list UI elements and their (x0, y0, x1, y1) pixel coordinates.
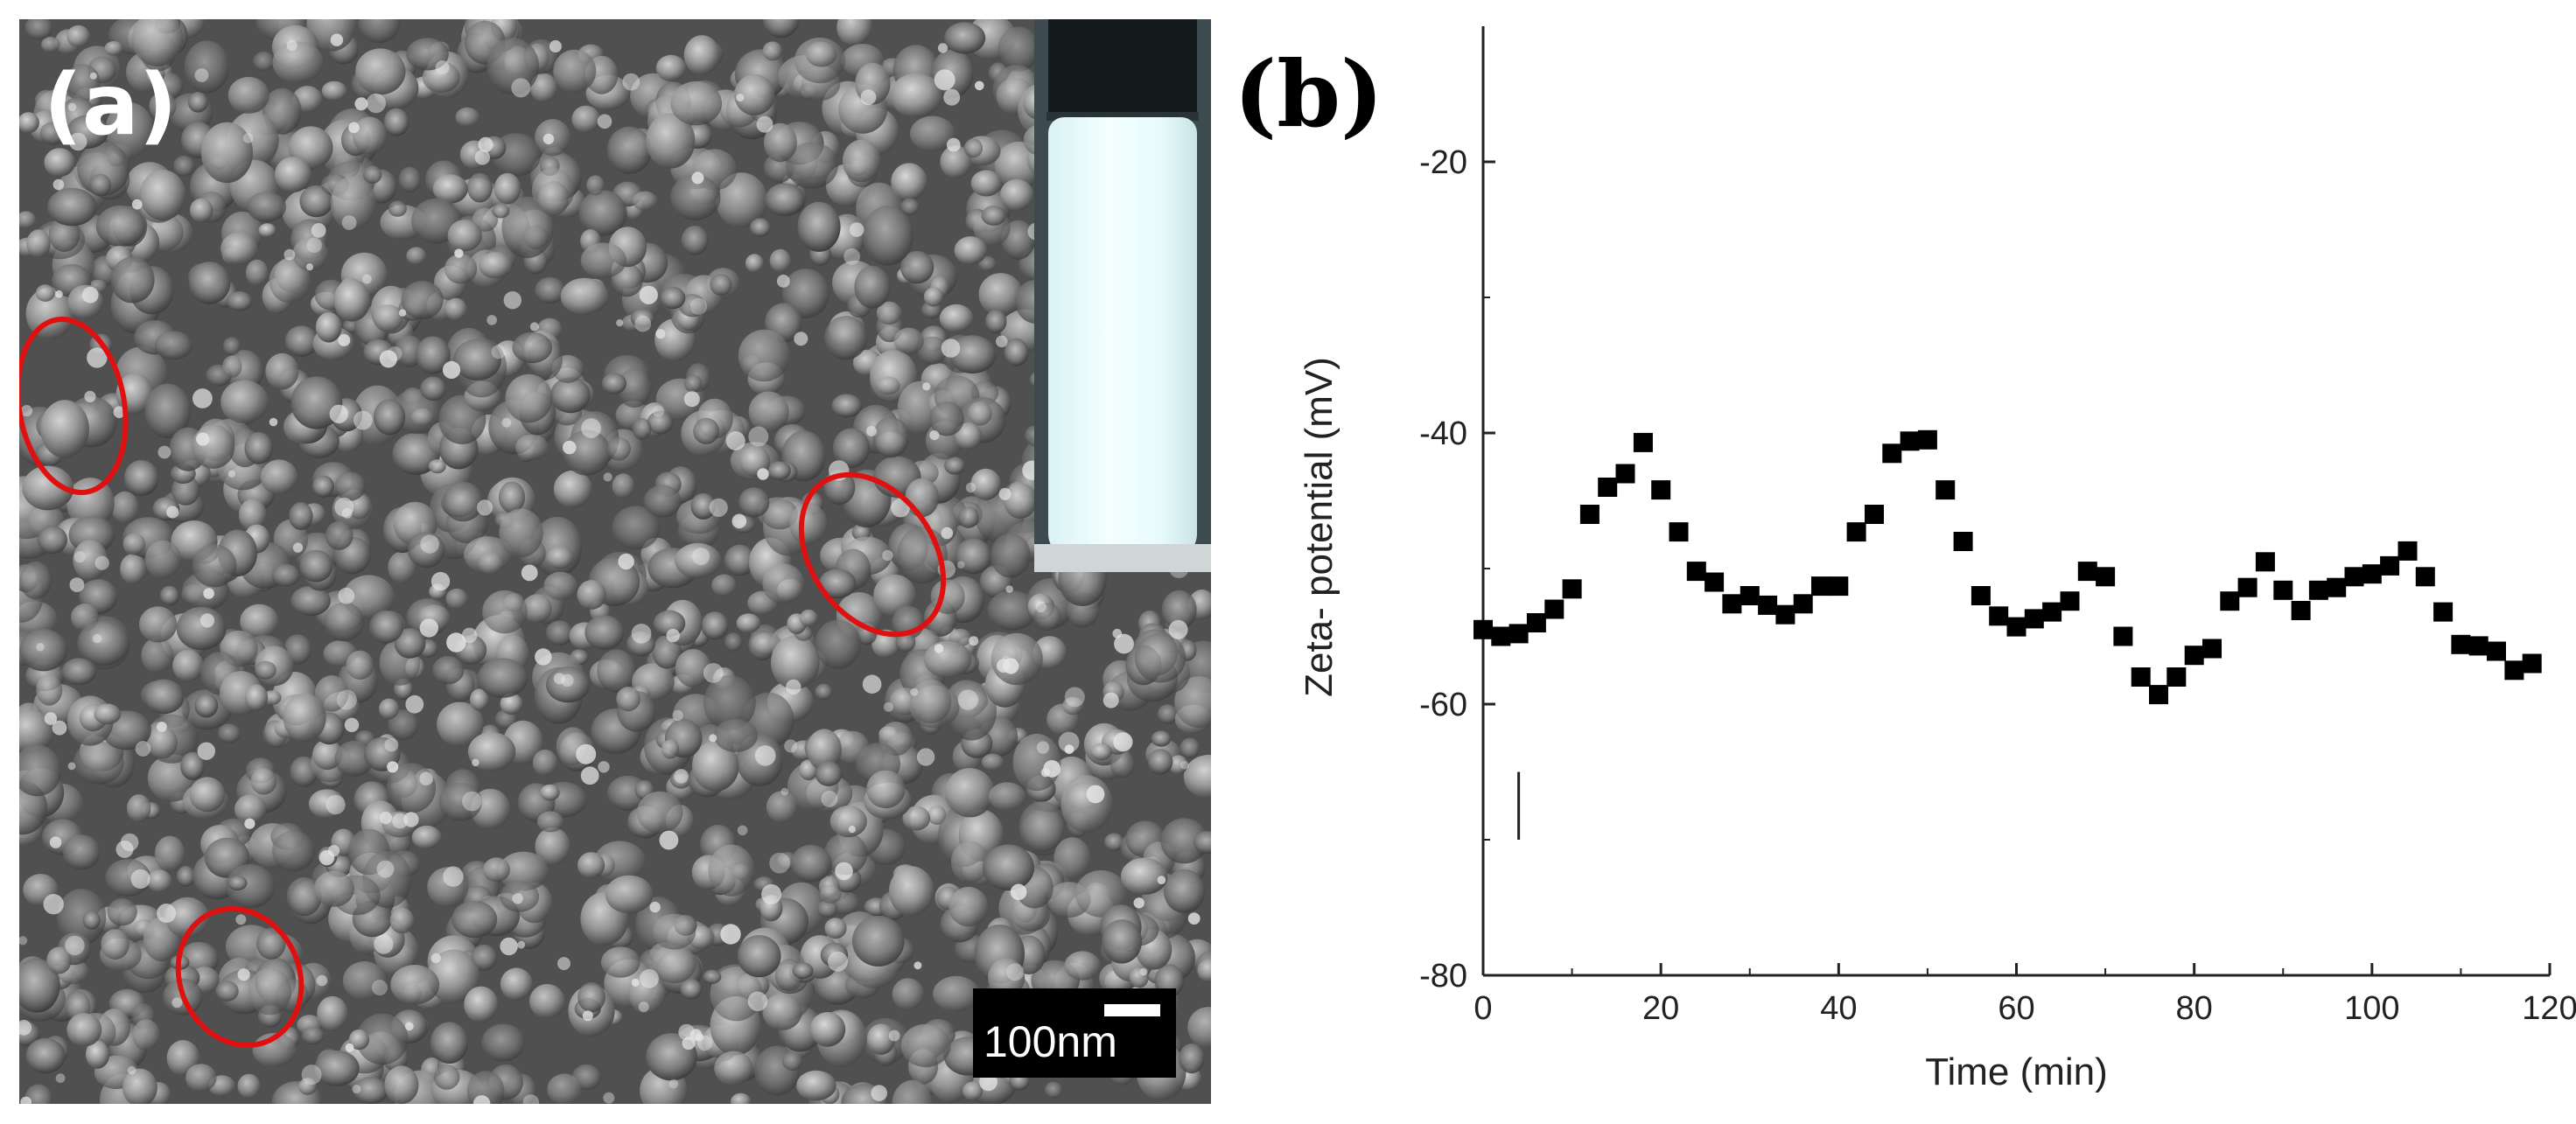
data-point (2468, 636, 2488, 656)
vial-photo-inset (1034, 19, 1211, 572)
data-point (2308, 580, 2328, 600)
highlight-ellipse-3 (175, 906, 304, 1048)
data-point (2255, 552, 2275, 572)
data-point (1704, 572, 1725, 592)
data-point (2362, 564, 2382, 584)
data-point (1740, 586, 1760, 605)
panel-b-label: (b) (1234, 40, 1384, 148)
data-point (1491, 626, 1511, 646)
data-point (1936, 480, 1956, 500)
highlight-ellipse-1 (19, 316, 129, 496)
x-tick-label: 60 (1998, 990, 2034, 1027)
data-point (2096, 567, 2116, 587)
data-point (2433, 602, 2454, 622)
data-point (2504, 660, 2524, 681)
data-point (1882, 443, 1902, 464)
data-point (1722, 594, 1742, 614)
data-point (2042, 602, 2062, 622)
scale-bar: 100nm (973, 988, 1176, 1078)
data-point (2344, 567, 2364, 587)
x-tick-label: 0 (1474, 990, 1492, 1027)
data-point (2113, 626, 2133, 646)
data-point (2522, 653, 2542, 674)
x-tick-label: 120 (2522, 990, 2576, 1027)
data-point (2149, 685, 2168, 705)
data-point (2398, 541, 2418, 561)
data-point (2202, 639, 2222, 659)
data-point (2006, 617, 2026, 637)
data-point (1651, 480, 1671, 500)
data-point (2273, 580, 2293, 600)
data-point (2291, 601, 2311, 620)
data-point (1917, 429, 1937, 450)
data-point (2237, 577, 2258, 597)
y-tick-label: -80 (1419, 958, 1467, 995)
zeta-potential-chart: 0 20 40 60 80 100 120 -20 -40 -60 -80 Time (min) Zet… (1298, 26, 2576, 1093)
data-point (2184, 646, 2204, 666)
x-tick-label: 20 (1642, 990, 1679, 1027)
data-point (1900, 431, 1920, 451)
y-tick-label: -60 (1419, 687, 1467, 723)
panel-a-label: (a) (44, 56, 178, 154)
data-point (2327, 577, 2347, 597)
data-point (1989, 606, 2009, 626)
sem-micrograph (19, 19, 1211, 1104)
data-point (2380, 555, 2400, 576)
data-point (2060, 591, 2080, 611)
sem-image-panel: (a) 100nm (19, 19, 1211, 1104)
zeta-potential-chart-panel: 0 20 40 60 80 100 120 -20 -40 -60 -80 Time (min) Zet… (1225, 0, 2576, 1124)
data-point (2220, 591, 2240, 611)
y-tick-label: -20 (1419, 144, 1467, 181)
data-point (1953, 532, 1973, 551)
data-point (1615, 464, 1635, 484)
scale-bar-line (1104, 1004, 1160, 1016)
data-point (1669, 522, 1689, 542)
vial-cap (1048, 19, 1197, 115)
data-point (1811, 576, 1830, 597)
highlight-ellipse-2 (798, 471, 947, 638)
data-point (1829, 576, 1849, 597)
x-tick-label: 80 (2176, 990, 2213, 1027)
x-axis-title: Time (min) (1925, 1051, 2108, 1093)
data-point (1686, 562, 1706, 582)
data-point (1793, 594, 1813, 614)
data-point (1508, 624, 1529, 644)
y-axis-title: Zeta- potential (mV) (1298, 357, 1340, 697)
data-point (1846, 522, 1866, 542)
data-point (1865, 505, 1884, 524)
data-point (2024, 609, 2044, 629)
data-point (1544, 599, 1564, 619)
data-point (1598, 478, 1618, 497)
y-tick-label: -40 (1419, 415, 1467, 452)
x-tick-label: 40 (1820, 990, 1857, 1027)
data-point (1758, 595, 1778, 615)
data-point (1970, 586, 1991, 605)
data-point (2166, 667, 2187, 687)
data-point (1474, 619, 1493, 639)
vial-suspension (1048, 117, 1197, 560)
data-point (2415, 567, 2435, 587)
data-point (2077, 562, 2097, 582)
data-point (1775, 604, 1796, 625)
data-point (1562, 579, 1582, 599)
data-point (2131, 667, 2151, 687)
data-point (2487, 641, 2506, 661)
scale-bar-label: 100nm (984, 1017, 1117, 1066)
data-point (1579, 505, 1600, 524)
x-tick-label: 100 (2344, 990, 2399, 1027)
data-point (1633, 432, 1653, 452)
data-point (1526, 613, 1546, 632)
data-point (2451, 634, 2471, 654)
